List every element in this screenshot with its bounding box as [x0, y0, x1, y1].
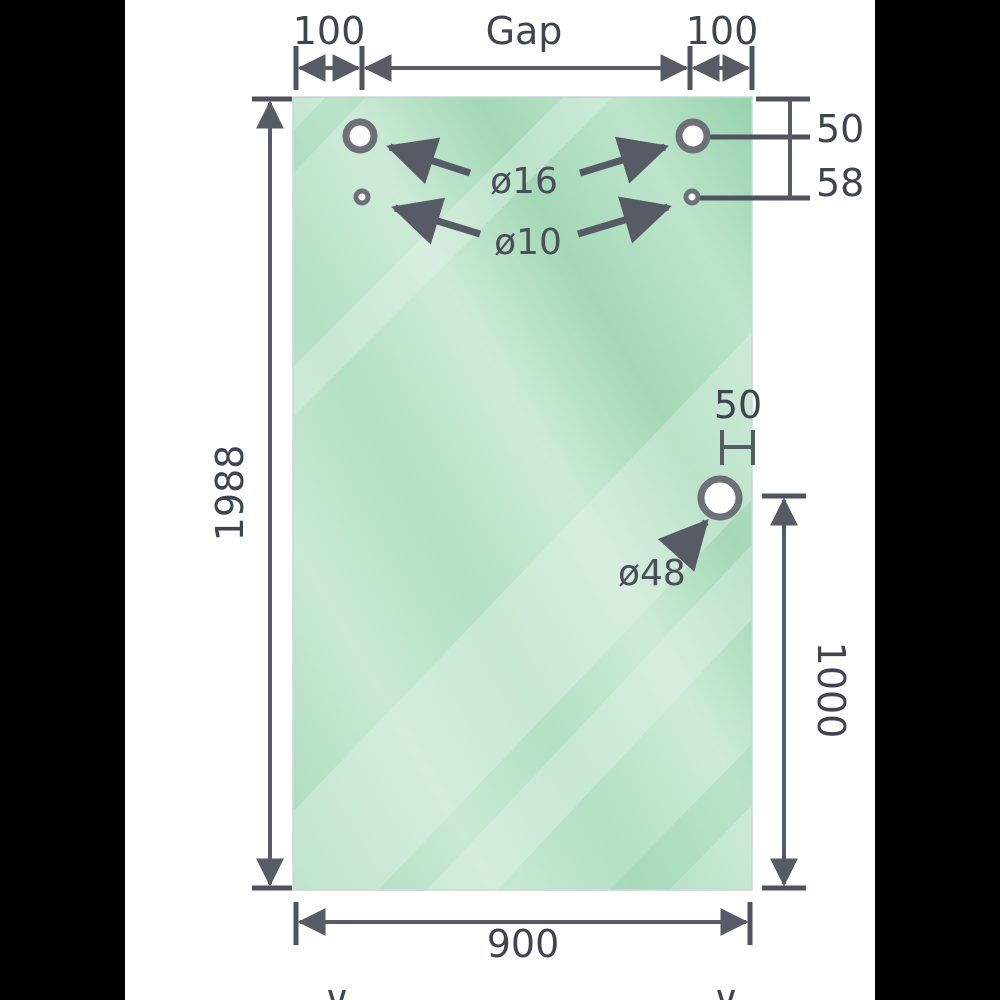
leader-arrow-hole16-right	[578, 136, 669, 184]
dim-label-1000: 1000	[809, 642, 853, 739]
callout-hole-16: ø16	[386, 136, 669, 202]
callout-label-hole10: ø10	[494, 222, 562, 263]
dim-label-gap-center: Gap	[486, 9, 563, 53]
dim-label-gap-right: 100	[686, 9, 759, 53]
glass-panel	[293, 97, 752, 890]
holes-group	[342, 118, 743, 521]
callout-label-hole48: ø48	[618, 553, 686, 594]
right-top-offsets: 50 58	[700, 96, 864, 205]
glass-panel-outline	[292, 96, 753, 891]
clipped-bottom-marks: ∨ ∨	[323, 977, 740, 1000]
dim-label-offset-50-top: 50	[816, 107, 864, 151]
glass-panel-group	[292, 96, 753, 891]
top-dimension-row: 100 Gap 100	[293, 9, 759, 90]
callout-hole-48: ø48	[618, 518, 709, 594]
leader-arrow-hole10-left	[391, 197, 482, 245]
hole-10-left[interactable]	[353, 188, 371, 206]
leader-arrow-hole10-right	[576, 196, 672, 244]
glass-highlight-stripes	[293, 97, 752, 890]
callout-hole-10: ø10	[391, 196, 672, 263]
leader-arrow-hole48	[657, 518, 709, 572]
hole-10-right[interactable]	[683, 188, 701, 206]
hole-48[interactable]	[697, 475, 743, 521]
hole-16-left[interactable]	[342, 118, 378, 154]
callout-label-hole16: ø16	[490, 161, 558, 202]
bottom-width-dimension: 900	[293, 902, 753, 966]
clipped-mark-right: ∨	[712, 977, 740, 1000]
dim-label-height: 1988	[208, 445, 252, 542]
clipped-mark-left: ∨	[323, 977, 351, 1000]
left-height-dimension: 1988	[208, 96, 292, 891]
hole-16-right[interactable]	[675, 118, 711, 154]
dim-label-gap-left: 100	[293, 9, 366, 53]
dim-label-width: 900	[487, 922, 560, 966]
right-height-dimension: 1000	[762, 493, 853, 891]
big-hole-edge-dimension: 50	[714, 383, 762, 465]
dim-label-offset-58: 58	[816, 161, 864, 205]
left-letterbox-bar	[0, 0, 125, 1000]
dim-label-hole48-edge: 50	[714, 383, 762, 427]
leader-arrow-hole16-left	[386, 137, 472, 185]
right-letterbox-bar	[875, 0, 1000, 1000]
